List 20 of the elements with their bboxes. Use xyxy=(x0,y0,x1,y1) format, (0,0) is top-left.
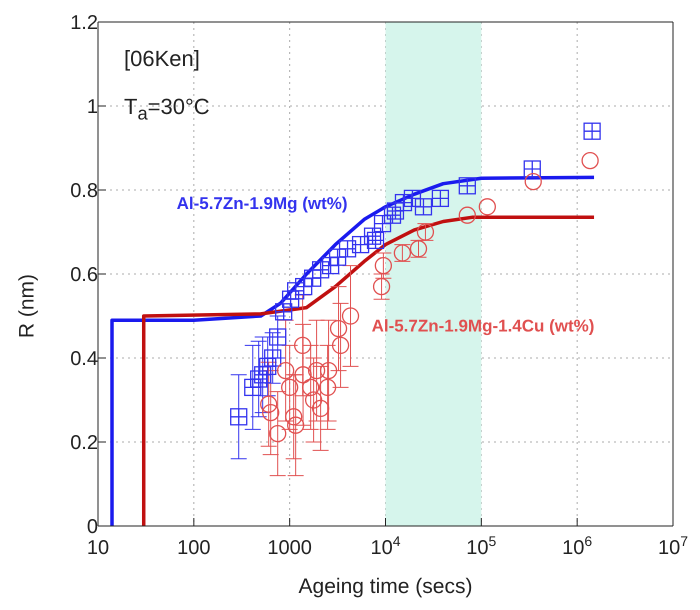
y-tick-label: 0.6 xyxy=(70,264,98,286)
series-label: Al-5.7Zn-1.9Mg (wt%) xyxy=(176,194,348,213)
annotation: T$_{a}$=30°C xyxy=(124,94,210,124)
y-tick-label: 0 xyxy=(86,516,98,538)
y-tick-label: 0.4 xyxy=(70,348,98,370)
x-tick-label: 10$^{5}$ xyxy=(466,533,497,559)
series-label: Al-5.7Zn-1.9Mg-1.4Cu (wt%) xyxy=(372,316,594,336)
x-tick-label: 10$^{6}$ xyxy=(562,533,592,559)
x-axis-title: Ageing time (secs) xyxy=(298,574,472,598)
annotation: [06Ken] xyxy=(124,46,200,72)
x-tick-label: 100 xyxy=(177,537,211,559)
x-tick-label: 1000 xyxy=(267,537,312,559)
y-tick-label: 0.2 xyxy=(70,432,98,454)
y-tick-label: 0.8 xyxy=(70,180,98,202)
y-axis-title: R (nm) xyxy=(15,274,38,338)
y-tick-label: 1.2 xyxy=(70,12,98,34)
x-tick-label: 10$^{4}$ xyxy=(370,533,401,559)
y-tick-label: 1 xyxy=(86,96,98,118)
x-tick-label: 10$^{7}$ xyxy=(658,533,688,559)
x-tick-label: 10 xyxy=(86,537,110,559)
